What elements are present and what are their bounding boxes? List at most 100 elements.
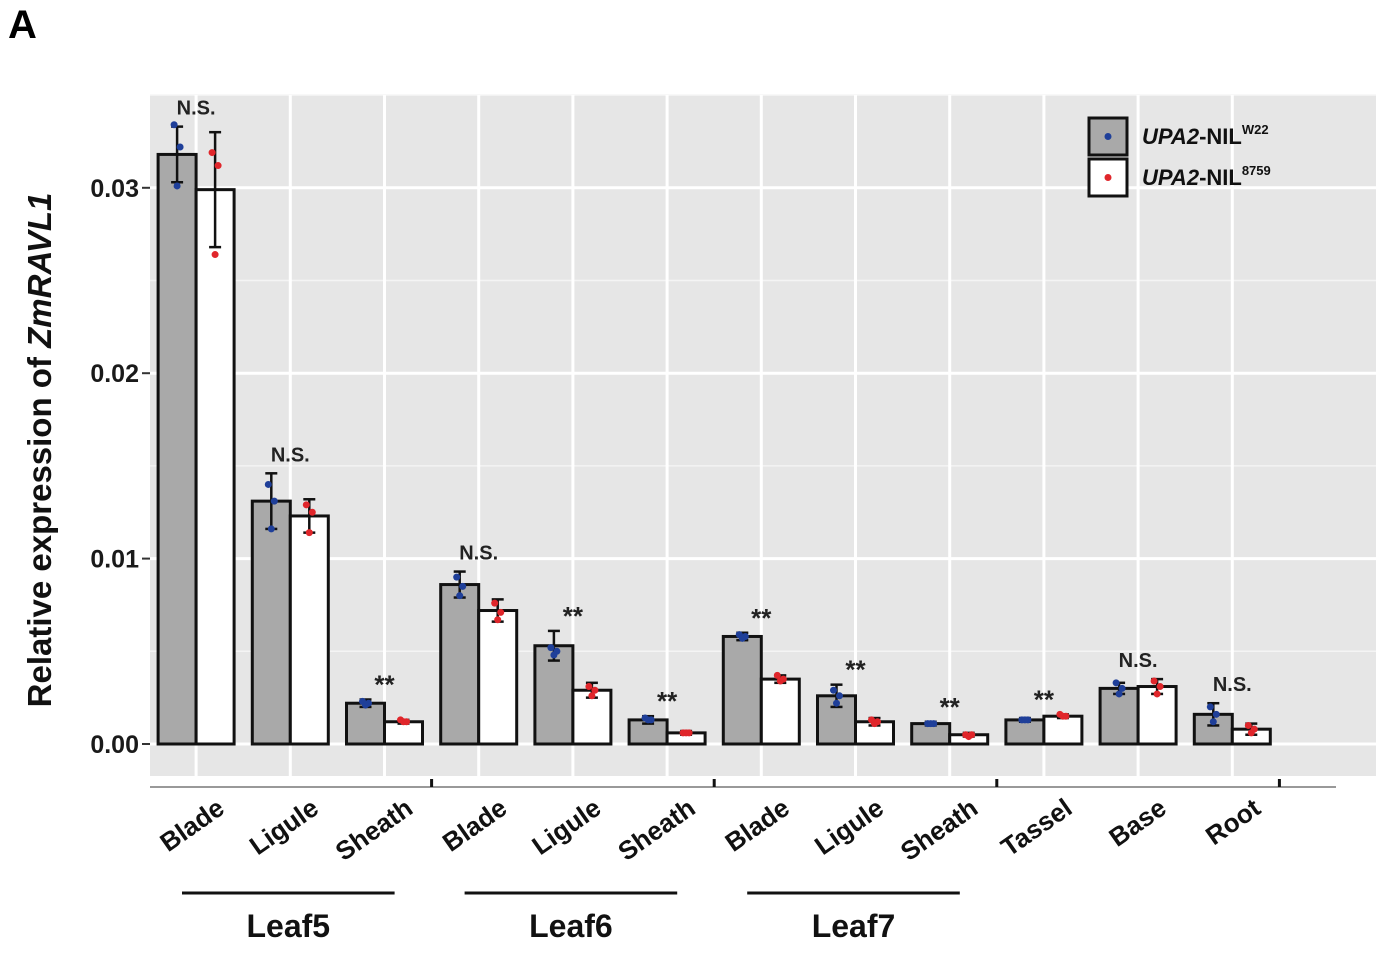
x-tick-label: Ligule (526, 792, 606, 860)
data-point (456, 592, 464, 600)
x-tick-label: Blade (720, 792, 795, 857)
x-tick-label: Sheath (895, 792, 983, 866)
data-point (550, 651, 558, 659)
significance-label: N.S. (177, 98, 216, 120)
y-tick-label: 0.01 (90, 546, 139, 574)
group-label: Leaf6 (529, 908, 613, 944)
bar (250, 499, 292, 746)
data-point (1206, 703, 1214, 711)
data-point (1115, 690, 1123, 698)
data-point (836, 692, 843, 700)
group-label: Leaf5 (247, 908, 331, 944)
legend-key-dot (1104, 133, 1112, 140)
x-tick-label: Base (1103, 792, 1171, 852)
bar (533, 644, 575, 746)
x-tick-label: Ligule (244, 792, 324, 860)
x-axis: Blade Ligule Sheath Blade Ligule Sheath Blade L… (150, 779, 1336, 944)
data-point (830, 686, 837, 694)
data-point (173, 182, 181, 190)
bar (1042, 714, 1084, 746)
data-point (1247, 729, 1255, 737)
data-point (871, 720, 878, 728)
data-point (1212, 710, 1220, 718)
legend-label: UPA2-NIL8759 (1142, 163, 1271, 190)
y-tick-label: 0.00 (90, 731, 139, 759)
data-point (588, 692, 596, 700)
significance-label: ** (374, 670, 395, 700)
significance-label: ** (940, 692, 961, 722)
significance-label: N.S. (1119, 650, 1158, 672)
significance-label: N.S. (459, 543, 498, 565)
data-point (494, 616, 502, 624)
bars: N.S. N.S. ** N.S. ** ** ** ** ** ** N.S. N.S. (156, 98, 1272, 746)
x-tick-label: Sheath (612, 792, 700, 866)
data-point (267, 525, 275, 533)
data-point (773, 671, 781, 679)
data-point (1150, 677, 1158, 685)
data-point (497, 608, 505, 616)
legend: UPA2-NILW22 UPA2-NIL8759 (1087, 116, 1271, 198)
bar (759, 677, 801, 746)
y-tick-label: 0.02 (90, 360, 139, 388)
bar (1004, 718, 1046, 746)
data-point (591, 686, 599, 694)
data-point (585, 683, 593, 691)
significance-label: ** (563, 601, 584, 631)
data-point (362, 701, 369, 709)
data-point (927, 720, 935, 728)
data-point (264, 480, 272, 488)
y-axis: 0.00 0.01 0.02 0.03 (90, 175, 150, 759)
data-point (459, 582, 467, 590)
data-point (302, 501, 310, 509)
x-tick-label: Blade (437, 792, 512, 857)
bar (288, 514, 330, 746)
data-point (682, 729, 690, 737)
x-tick-label: Sheath (330, 792, 418, 866)
group-label: Leaf7 (812, 908, 896, 944)
data-point (453, 573, 461, 581)
data-point (644, 716, 652, 724)
data-point (214, 162, 222, 170)
bar (194, 188, 236, 746)
legend-key-dot (1104, 174, 1112, 181)
data-point (1244, 721, 1252, 729)
bar (439, 583, 481, 746)
plot-panel (150, 95, 1376, 776)
data-point (400, 718, 407, 726)
significance-label: N.S. (1213, 674, 1252, 696)
data-point (208, 149, 216, 157)
data-point (491, 599, 499, 607)
x-tick-label: Root (1200, 792, 1266, 851)
bar (477, 609, 519, 746)
data-point (270, 497, 278, 505)
y-axis-label: Relative expression of ZmRAVL1 (21, 193, 58, 708)
x-tick-label: Tassel (995, 792, 1077, 862)
significance-label: ** (751, 603, 772, 633)
data-point (1059, 712, 1067, 720)
data-point (965, 733, 973, 741)
x-tick-label: Ligule (809, 792, 889, 860)
plot-background (150, 95, 1376, 776)
data-point (170, 121, 178, 129)
legend-label: UPA2-NILW22 (1142, 122, 1269, 149)
panel-label: A (8, 3, 37, 47)
bar (345, 701, 386, 746)
significance-label: N.S. (271, 444, 310, 466)
data-point (547, 644, 555, 652)
data-point (176, 143, 184, 151)
significance-label: ** (845, 655, 866, 685)
data-point (211, 251, 219, 259)
data-point (305, 529, 313, 537)
significance-label: ** (1034, 684, 1055, 714)
data-point (1021, 716, 1029, 724)
y-tick-label: 0.03 (90, 175, 139, 203)
bar (156, 152, 198, 746)
data-point (1112, 679, 1120, 687)
data-point (833, 699, 840, 707)
data-point (308, 508, 316, 516)
bar (721, 634, 763, 746)
x-tick-label: Blade (154, 792, 229, 857)
data-point (776, 677, 784, 685)
data-point (1209, 718, 1217, 726)
